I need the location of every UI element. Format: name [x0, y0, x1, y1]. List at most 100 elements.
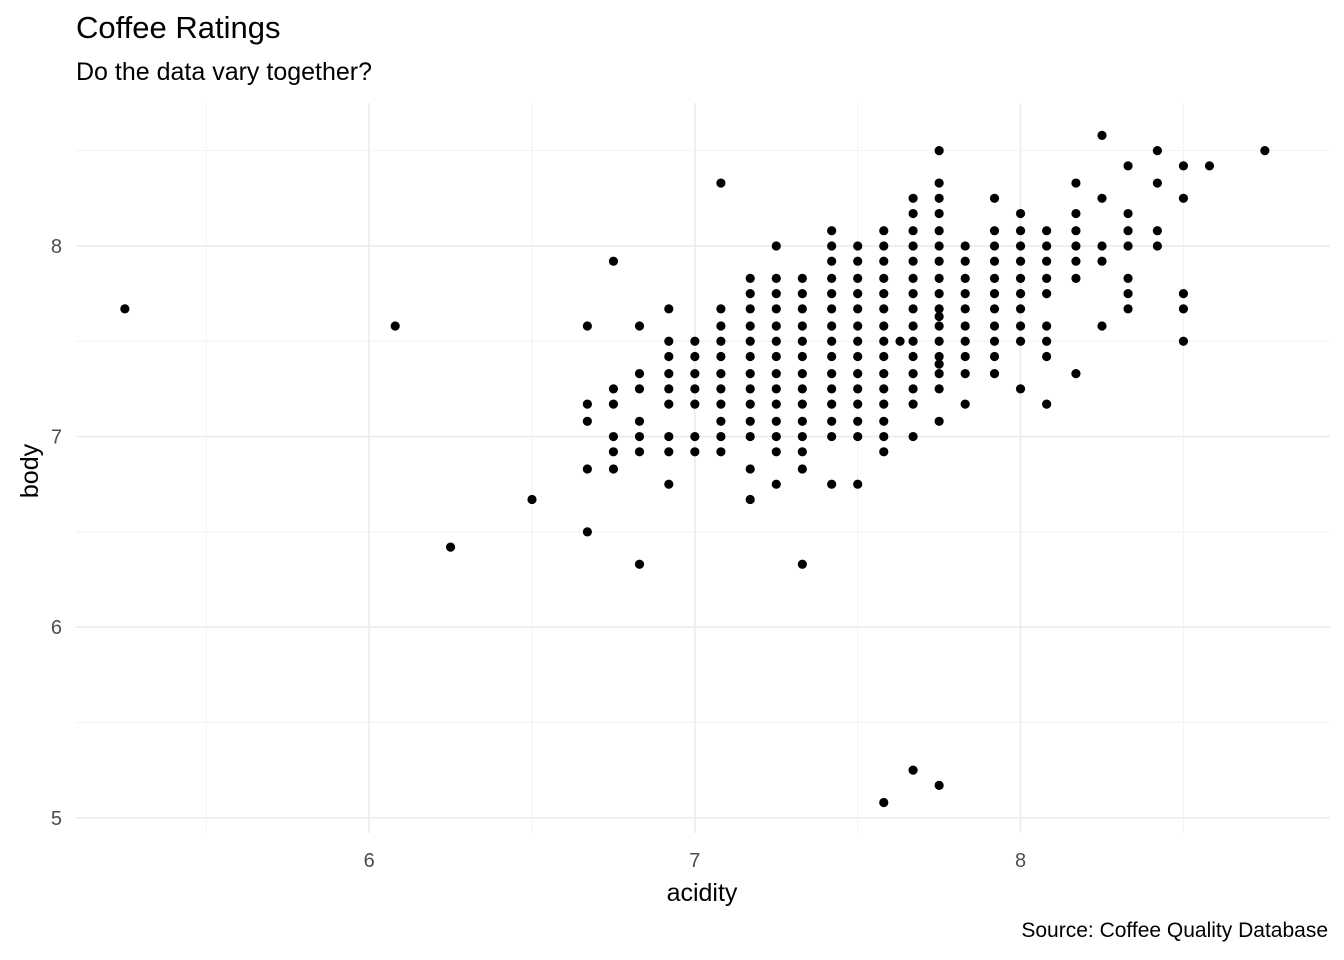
data-point [771, 241, 781, 251]
data-point [582, 399, 592, 409]
data-point [1260, 146, 1270, 156]
data-point [745, 321, 755, 331]
data-point [745, 464, 755, 474]
data-point [827, 226, 837, 236]
data-point [1178, 336, 1189, 346]
data-point [745, 304, 755, 314]
data-point [664, 447, 674, 457]
data-point [908, 765, 918, 775]
data-point [934, 146, 944, 156]
data-point [1123, 208, 1133, 219]
data-point [1097, 321, 1107, 331]
data-point [879, 273, 889, 283]
y-tick-label: 5 [51, 808, 62, 830]
data-point [827, 399, 837, 409]
data-point [879, 431, 889, 442]
data-point [989, 256, 1000, 266]
data-point [934, 369, 944, 379]
data-point [690, 336, 700, 346]
data-point [908, 226, 918, 236]
data-point [1042, 256, 1052, 266]
data-point [634, 431, 645, 442]
data-point [827, 273, 837, 283]
data-point [745, 336, 755, 346]
data-point [853, 369, 863, 379]
data-point [908, 289, 918, 299]
data-point [934, 304, 944, 314]
data-point [1042, 241, 1052, 251]
chart-title: Coffee Ratings [76, 10, 281, 45]
data-point [1097, 130, 1107, 140]
data-point [1097, 256, 1107, 266]
y-tick-label: 8 [51, 236, 62, 258]
data-point [797, 399, 807, 409]
data-point [1071, 178, 1081, 188]
data-point [771, 304, 781, 314]
data-point [771, 431, 781, 442]
chart-caption: Source: Coffee Quality Database [1021, 919, 1328, 942]
data-point [989, 241, 1000, 251]
data-point [771, 321, 781, 331]
data-point [1015, 384, 1026, 394]
x-tick-label: 7 [689, 850, 700, 872]
data-point [1042, 321, 1052, 331]
data-point [1152, 178, 1162, 188]
data-point [879, 447, 889, 457]
data-point [1071, 226, 1081, 236]
data-point [908, 321, 918, 331]
data-point [879, 399, 889, 409]
data-point [1015, 256, 1026, 266]
data-point [934, 416, 944, 426]
data-point [1123, 226, 1133, 236]
data-point [608, 431, 619, 442]
data-point [582, 464, 592, 474]
data-point [960, 369, 970, 379]
data-point [745, 384, 755, 394]
data-point [797, 384, 807, 394]
data-point [853, 304, 863, 314]
data-point [1178, 289, 1189, 299]
data-point [934, 336, 944, 346]
data-point [908, 304, 918, 314]
data-point [797, 447, 807, 457]
data-point [690, 431, 700, 442]
data-point [797, 431, 807, 442]
data-point [853, 384, 863, 394]
data-point [608, 464, 619, 474]
data-point [716, 447, 726, 457]
data-point [960, 241, 970, 251]
data-point [745, 273, 755, 283]
data-point [853, 256, 863, 266]
data-point [771, 447, 781, 457]
data-point [716, 351, 726, 362]
data-point [934, 780, 944, 790]
data-point [771, 399, 781, 409]
data-point [771, 336, 781, 346]
data-point [908, 431, 918, 442]
data-point [797, 351, 807, 362]
data-point [634, 416, 645, 426]
data-point [1071, 256, 1081, 266]
data-point [1015, 273, 1026, 283]
data-point [634, 384, 645, 394]
data-point [716, 178, 726, 188]
data-point [827, 351, 837, 362]
data-point [879, 369, 889, 379]
data-point [960, 399, 970, 409]
data-point [853, 336, 863, 346]
data-point [960, 289, 970, 299]
data-point [908, 369, 918, 379]
data-point [608, 256, 619, 266]
data-point [1178, 304, 1189, 314]
data-point [1204, 161, 1215, 171]
data-point [934, 321, 944, 331]
data-point [908, 208, 918, 219]
data-point [934, 384, 944, 394]
data-point [634, 447, 645, 457]
data-point [690, 351, 700, 362]
data-point [1015, 226, 1026, 236]
data-point [879, 321, 889, 331]
data-point [1123, 273, 1133, 283]
data-point [827, 241, 837, 251]
data-point [1042, 351, 1052, 362]
